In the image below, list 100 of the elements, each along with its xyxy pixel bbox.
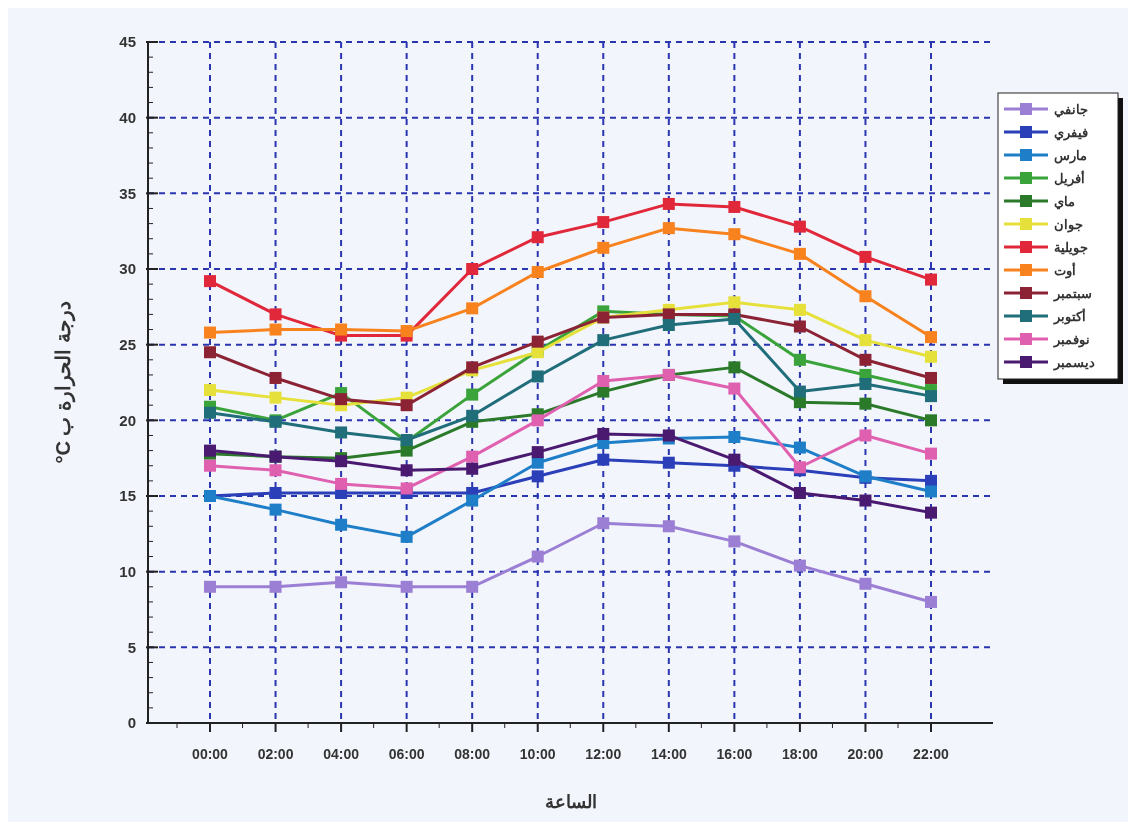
point bbox=[728, 382, 741, 395]
point bbox=[925, 485, 937, 498]
legend-label: نوفمبر bbox=[1053, 331, 1090, 348]
point bbox=[793, 441, 806, 454]
y-tick-label: 40 bbox=[119, 108, 136, 126]
point bbox=[335, 576, 348, 589]
legend-label: ماي bbox=[1054, 193, 1075, 210]
point bbox=[531, 550, 544, 563]
point bbox=[269, 371, 282, 384]
point bbox=[531, 231, 544, 244]
point bbox=[597, 385, 610, 398]
point bbox=[793, 353, 806, 366]
point bbox=[859, 334, 872, 347]
legend-label: جوان bbox=[1054, 216, 1083, 233]
point bbox=[400, 530, 413, 543]
point bbox=[269, 503, 282, 516]
y-tick-label: 20 bbox=[119, 411, 136, 429]
x-tick-label: 16:00 bbox=[716, 746, 753, 762]
x-tick-label: 22:00 bbox=[913, 746, 950, 762]
point bbox=[466, 409, 479, 422]
point bbox=[793, 559, 806, 572]
point bbox=[335, 518, 348, 531]
point bbox=[925, 390, 937, 403]
legend-label: فيفري bbox=[1054, 124, 1088, 141]
y-tick-label: 15 bbox=[119, 487, 136, 505]
point bbox=[335, 477, 348, 490]
point bbox=[859, 378, 872, 391]
y-tick-label: 5 bbox=[127, 638, 136, 656]
point bbox=[204, 459, 216, 472]
legend-label: جويلية bbox=[1054, 239, 1088, 256]
y-tick-label: 35 bbox=[119, 184, 136, 202]
x-axis-title: الساعة bbox=[544, 792, 597, 812]
legend-label: سبتمبر bbox=[1053, 285, 1092, 302]
point bbox=[662, 456, 675, 469]
point bbox=[466, 388, 479, 401]
point bbox=[597, 334, 610, 347]
point bbox=[859, 397, 872, 410]
legend-label: أفريل bbox=[1054, 169, 1085, 187]
point bbox=[662, 222, 675, 235]
point bbox=[204, 326, 216, 339]
point bbox=[925, 506, 937, 519]
point bbox=[269, 486, 282, 499]
point bbox=[400, 464, 413, 477]
point bbox=[925, 371, 937, 384]
point bbox=[531, 414, 544, 427]
point bbox=[662, 520, 675, 533]
point bbox=[925, 595, 937, 608]
legend-label: أكتوبر bbox=[1053, 307, 1086, 325]
y-axis-title: درجة الحرارة ب C° bbox=[52, 301, 76, 464]
point bbox=[925, 447, 937, 460]
point bbox=[925, 350, 937, 363]
point bbox=[335, 393, 348, 406]
point bbox=[925, 331, 937, 344]
x-tick-label: 12:00 bbox=[585, 746, 622, 762]
point bbox=[859, 250, 872, 263]
point bbox=[466, 462, 479, 475]
point bbox=[859, 577, 872, 590]
point bbox=[204, 346, 216, 359]
point bbox=[793, 385, 806, 398]
point bbox=[925, 273, 937, 286]
point bbox=[531, 370, 544, 383]
y-tick-label: 30 bbox=[119, 260, 136, 278]
point bbox=[728, 535, 741, 548]
y-tick-label: 25 bbox=[119, 335, 136, 353]
point bbox=[597, 427, 610, 440]
point bbox=[597, 216, 610, 229]
point bbox=[597, 241, 610, 254]
point bbox=[597, 374, 610, 387]
x-tick-label: 02:00 bbox=[257, 746, 294, 762]
point bbox=[597, 453, 610, 466]
y-tick-label: 0 bbox=[127, 714, 136, 732]
legend-label: جانفي bbox=[1054, 101, 1088, 118]
point bbox=[335, 426, 348, 439]
point bbox=[728, 200, 741, 213]
point bbox=[531, 470, 544, 483]
point bbox=[204, 275, 216, 288]
point bbox=[531, 456, 544, 469]
point bbox=[335, 323, 348, 336]
point bbox=[269, 323, 282, 336]
y-tick-label: 10 bbox=[119, 562, 136, 580]
x-tick-label: 04:00 bbox=[323, 746, 360, 762]
point bbox=[400, 325, 413, 338]
point bbox=[925, 414, 937, 427]
point bbox=[400, 580, 413, 593]
point bbox=[269, 308, 282, 321]
point bbox=[793, 220, 806, 233]
point bbox=[531, 335, 544, 348]
point bbox=[269, 464, 282, 477]
point bbox=[793, 303, 806, 316]
x-tick-label: 20:00 bbox=[847, 746, 884, 762]
point bbox=[269, 391, 282, 404]
point bbox=[793, 486, 806, 499]
point bbox=[269, 580, 282, 593]
point bbox=[728, 430, 741, 443]
point bbox=[793, 320, 806, 333]
point bbox=[466, 494, 479, 507]
y-tick-label: 45 bbox=[119, 33, 136, 51]
legend-label: ديسمبر bbox=[1053, 354, 1095, 371]
point bbox=[728, 361, 741, 374]
point bbox=[859, 429, 872, 442]
